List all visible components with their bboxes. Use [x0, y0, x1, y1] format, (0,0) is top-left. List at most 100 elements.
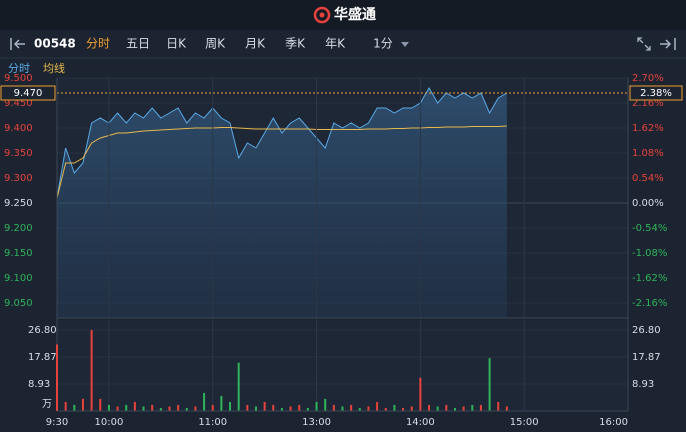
x-tick-label: 13:00: [302, 417, 331, 428]
volume-unit: 万: [42, 399, 52, 410]
volume-bar: [81, 398, 84, 411]
volume-bar: [298, 404, 301, 411]
volume-bar: [246, 404, 249, 411]
tab[interactable]: 分时: [86, 37, 110, 51]
y-tick-label: 9.500: [4, 73, 33, 84]
volume-bar: [229, 401, 232, 411]
y-tick-label: 9.250: [4, 198, 33, 209]
y-tick-label: 17.87: [28, 352, 57, 363]
volume-bar: [367, 406, 370, 411]
y2-tick-label: -2.16%: [632, 298, 667, 309]
y2-tick-label: -1.08%: [632, 248, 667, 259]
tab[interactable]: 日K: [166, 37, 187, 51]
volume-bar: [237, 362, 240, 411]
volume-bar: [324, 398, 327, 411]
volume-bar: [384, 407, 387, 411]
tab[interactable]: 五日: [126, 37, 150, 51]
volume-bar: [341, 406, 344, 411]
current-pct-label: 2.38%: [640, 88, 672, 99]
toolbar: [0, 30, 686, 58]
y-tick-label: 9.450: [4, 98, 33, 109]
volume-bar: [99, 398, 102, 411]
x-tick-label: 9:30: [46, 417, 68, 428]
y-tick-label: 9.050: [4, 298, 33, 309]
y2-tick-label: 0.00%: [632, 198, 664, 209]
volume-bar: [116, 406, 119, 411]
volume-bar: [479, 404, 482, 411]
pct-box: [629, 85, 683, 101]
volume-bar: [453, 407, 456, 411]
price-line: [56, 86, 508, 199]
tab[interactable]: 月K: [245, 37, 266, 51]
volume-bar: [125, 404, 128, 411]
x-tick-label: 16:00: [599, 417, 628, 428]
volume-bar: [272, 404, 275, 411]
volume-bar: [393, 404, 396, 411]
volume-bar: [133, 401, 136, 411]
brand: 华盛通: [334, 6, 376, 23]
legend-entry: 均线: [43, 61, 65, 75]
volume-bar: [419, 377, 422, 411]
y-tick-label: 9.350: [4, 148, 33, 159]
y2-tick-label: 17.87: [632, 352, 661, 363]
x-tick-label: 10:00: [94, 417, 123, 428]
y2-tick-label: 8.93: [632, 379, 654, 390]
x-tick-label: 15:00: [510, 417, 539, 428]
volume-bar: [471, 404, 474, 411]
y2-tick-label: -1.62%: [632, 273, 667, 284]
current-price-label: 9.470: [14, 88, 43, 99]
volume-bar: [280, 407, 283, 411]
volume-bar: [410, 406, 413, 411]
volume-bar: [168, 406, 171, 411]
y2-tick-label: 2.16%: [632, 98, 664, 109]
y2-tick-label: 0.54%: [632, 173, 664, 184]
y2-tick-label: 1.62%: [632, 123, 664, 134]
y2-tick-label: 26.80: [632, 325, 661, 336]
x-tick-label: 14:00: [406, 417, 435, 428]
y2-tick-label: 2.70%: [632, 73, 664, 84]
volume-bar: [220, 395, 223, 411]
volume-bar: [350, 404, 353, 411]
logo-icon: [313, 6, 331, 24]
volume-bar: [428, 404, 431, 411]
y-tick-label: 9.400: [4, 123, 33, 134]
y-tick-label: 9.200: [4, 223, 33, 234]
tab[interactable]: 周K: [205, 37, 226, 51]
collapse-icon[interactable]: [10, 38, 25, 50]
tab[interactable]: 季K: [285, 37, 306, 51]
expand-icon[interactable]: [660, 38, 676, 50]
volume-bar: [488, 358, 491, 411]
volume-bar: [306, 407, 309, 411]
tab[interactable]: 年K: [325, 37, 346, 51]
fullscreen-icon[interactable]: [637, 37, 651, 51]
volume-bar: [73, 404, 76, 411]
tab[interactable]: 1分: [373, 37, 393, 51]
y-tick-label: 9.300: [4, 173, 33, 184]
volume-bar: [497, 401, 500, 411]
volume-bar: [254, 406, 257, 411]
volume-bar: [177, 404, 180, 411]
volume-bar: [462, 406, 465, 411]
y2-tick-label: 1.08%: [632, 148, 664, 159]
volume-bar: [402, 407, 405, 411]
y-tick-label: 9.100: [4, 273, 33, 284]
volume-bar: [376, 401, 379, 411]
volume-bar: [289, 406, 292, 411]
average-line: [56, 125, 507, 199]
volume-bar: [332, 404, 335, 411]
volume-bar: [263, 401, 266, 411]
volume-bar: [211, 404, 214, 411]
volume-bar: [151, 404, 154, 411]
volume-bar: [436, 406, 439, 411]
volume-bar: [142, 406, 145, 411]
y-tick-label: 26.80: [28, 325, 57, 336]
stock-code: 00548: [34, 37, 76, 51]
price-area: [57, 88, 507, 318]
volume-bar: [56, 344, 58, 411]
volume-bg: [57, 320, 628, 411]
volume-bar: [358, 407, 361, 411]
volume-bar: [107, 404, 110, 411]
volume-bar: [194, 406, 197, 411]
volume-bar: [505, 406, 508, 411]
